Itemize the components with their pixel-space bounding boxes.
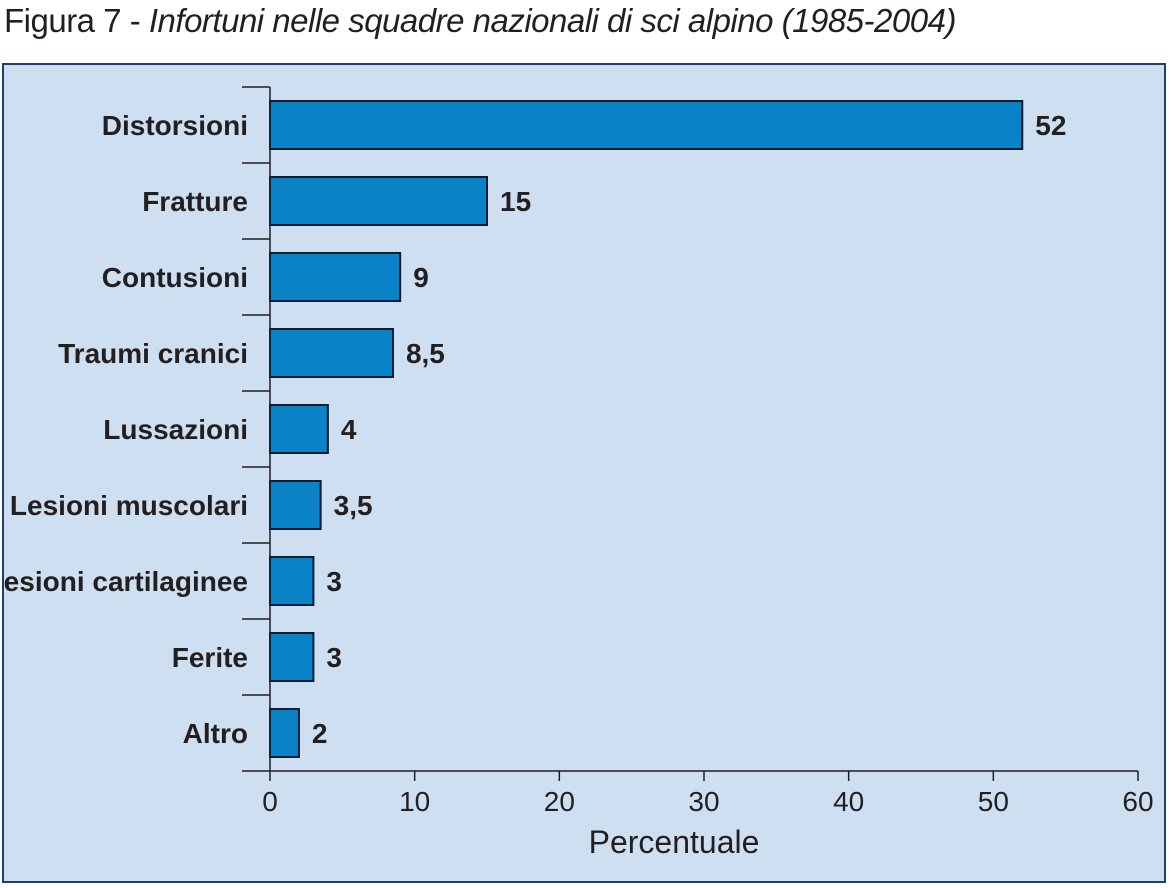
axes-layer bbox=[242, 86, 1139, 781]
bar bbox=[269, 252, 402, 302]
value-label: 3,5 bbox=[334, 490, 373, 521]
value-label: 52 bbox=[1035, 110, 1066, 141]
x-tick-label: 20 bbox=[544, 786, 575, 817]
category-label: Fratture bbox=[142, 186, 248, 217]
x-tick-label: 30 bbox=[688, 786, 719, 817]
category-label: Altro bbox=[183, 718, 248, 749]
chart-panel: Distorsioni 52 Fratture 15 Contusioni 9 Traumi… bbox=[2, 63, 1166, 883]
bar bbox=[269, 708, 300, 758]
category-label: Traumi cranici bbox=[58, 338, 248, 369]
bars-layer bbox=[269, 100, 1024, 758]
value-label: 4 bbox=[341, 414, 357, 445]
bar bbox=[269, 176, 488, 226]
value-label: 8,5 bbox=[406, 338, 445, 369]
value-label: 3 bbox=[326, 566, 342, 597]
bar bbox=[269, 328, 394, 378]
x-tick-label: 60 bbox=[1122, 786, 1153, 817]
x-tick-label: 50 bbox=[978, 786, 1009, 817]
bar-chart: Distorsioni 52 Fratture 15 Contusioni 9 Traumi… bbox=[4, 86, 1154, 860]
category-label: Distorsioni bbox=[102, 110, 248, 141]
labels-layer: Distorsioni 52 Fratture 15 Contusioni 9 Traumi… bbox=[4, 110, 1154, 817]
bar bbox=[269, 404, 329, 454]
value-label: 3 bbox=[326, 642, 342, 673]
figure-subtitle: Infortuni nelle squadre nazionali di sci… bbox=[148, 2, 957, 39]
x-tick-label: 0 bbox=[262, 786, 278, 817]
figure-caption: Figura 7 - Infortuni nelle squadre nazio… bbox=[4, 2, 956, 40]
category-label: Contusioni bbox=[102, 262, 248, 293]
figure-label: Figura 7 bbox=[4, 2, 122, 39]
category-label: Lesioni muscolari bbox=[10, 490, 248, 521]
category-label: Lesioni cartilaginee bbox=[4, 566, 248, 597]
category-label: Ferite bbox=[172, 642, 248, 673]
figure-separator: - bbox=[121, 2, 149, 39]
category-label: Lussazioni bbox=[103, 414, 248, 445]
bar bbox=[269, 480, 322, 530]
x-tick-label: 10 bbox=[399, 786, 430, 817]
bar bbox=[269, 100, 1024, 150]
bar bbox=[269, 632, 315, 682]
bar bbox=[269, 556, 315, 606]
x-tick-label: 40 bbox=[833, 786, 864, 817]
value-label: 2 bbox=[312, 718, 328, 749]
x-axis-title: Percentuale bbox=[589, 824, 760, 860]
value-label: 9 bbox=[413, 262, 429, 293]
value-label: 15 bbox=[500, 186, 531, 217]
